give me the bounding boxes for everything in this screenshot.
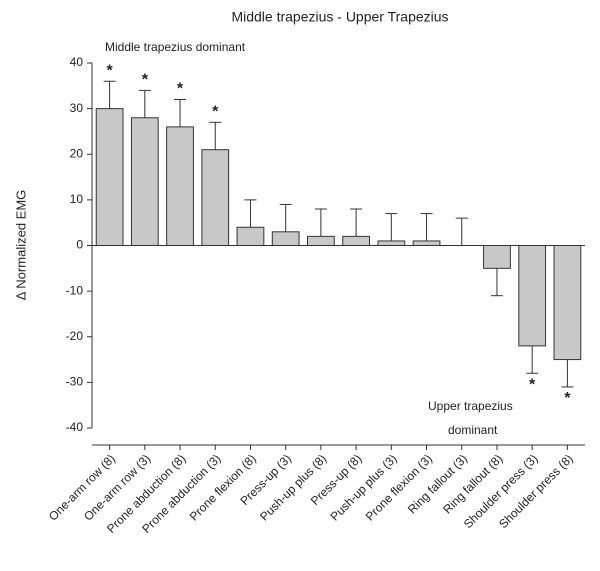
bar (483, 245, 511, 269)
y-tick-label: 30 (70, 101, 84, 115)
significance-marker: * (106, 62, 113, 79)
bar (130, 117, 159, 246)
y-tick-label: 0 (76, 238, 83, 252)
y-tick-label: -30 (66, 375, 84, 389)
annotation: Upper trapezius (428, 399, 513, 413)
annotation: dominant (448, 423, 498, 437)
bar (236, 226, 265, 246)
y-tick-label: -20 (66, 329, 84, 343)
bar (201, 149, 230, 246)
y-tick-label: -40 (66, 420, 84, 434)
bar (307, 235, 335, 246)
significance-marker: * (529, 376, 536, 393)
y-tick-label: 20 (70, 146, 84, 160)
bar (412, 240, 441, 246)
bar (518, 245, 547, 347)
bar (553, 245, 582, 361)
bar (342, 235, 370, 246)
significance-marker: * (177, 81, 184, 98)
bar (166, 126, 194, 246)
bar (377, 240, 406, 246)
y-tick-label: -10 (66, 283, 84, 297)
annotation: Middle trapezius dominant (105, 40, 246, 54)
bar (271, 231, 300, 246)
y-tick-label: 10 (70, 192, 84, 206)
y-tick-label: 40 (70, 55, 84, 69)
y-axis-label: Δ Normalized EMG (13, 190, 28, 301)
significance-marker: * (564, 390, 571, 407)
chart-title: Middle trapezius - Upper Trapezius (231, 9, 448, 25)
significance-marker: * (142, 72, 149, 89)
bar (95, 108, 124, 246)
significance-marker: * (212, 104, 219, 121)
